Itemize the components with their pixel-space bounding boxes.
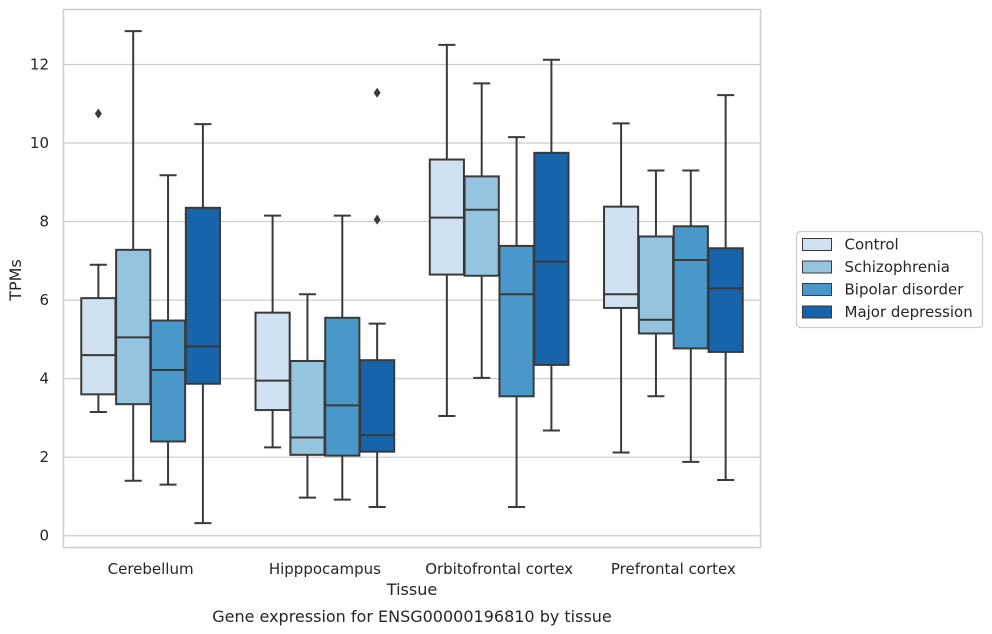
iqr-box bbox=[359, 359, 396, 453]
iqr-box bbox=[707, 247, 744, 353]
box-bipolar-disorder bbox=[498, 136, 535, 509]
box-control bbox=[603, 122, 640, 454]
outlier-point bbox=[373, 214, 381, 225]
box-schizophrenia bbox=[463, 82, 500, 379]
y-tick-label: 4 bbox=[39, 370, 49, 388]
x-tick-label: Hipppocampus bbox=[269, 560, 381, 578]
box-control bbox=[428, 43, 465, 417]
box-bipolar-disorder bbox=[672, 169, 709, 463]
iqr-box bbox=[672, 225, 709, 350]
legend-swatch bbox=[802, 260, 832, 274]
iqr-box bbox=[289, 359, 326, 456]
box-control bbox=[254, 214, 291, 449]
chart-caption: Gene expression for ENSG00000196810 by t… bbox=[212, 607, 612, 626]
box-schizophrenia bbox=[115, 30, 152, 482]
box-major-depression bbox=[533, 58, 570, 432]
y-tick-label: 12 bbox=[30, 55, 49, 73]
y-tick-label: 2 bbox=[39, 448, 49, 466]
box-schizophrenia bbox=[289, 293, 326, 499]
iqr-box bbox=[254, 311, 291, 412]
iqr-box bbox=[533, 151, 570, 366]
x-tick-label: Prefrontal cortex bbox=[611, 560, 736, 578]
iqr-box bbox=[637, 235, 675, 335]
iqr-box bbox=[463, 175, 500, 277]
x-axis-label: Tissue bbox=[386, 580, 437, 599]
box-major-depression bbox=[184, 123, 221, 525]
y-tick-label: 10 bbox=[30, 134, 49, 152]
iqr-box bbox=[184, 206, 221, 385]
y-axis-label: TPMs bbox=[6, 259, 25, 302]
legend-swatch bbox=[802, 238, 832, 251]
tick-labels: 0 2 4 6 8 10 12 Cerebellum Hipppocampus Orbitofro… bbox=[30, 55, 736, 578]
iqr-box bbox=[498, 244, 535, 398]
outlier-point bbox=[373, 87, 381, 98]
legend-swatch bbox=[802, 305, 832, 319]
x-tick-label: Orbitofrontal cortex bbox=[425, 560, 573, 578]
legend-label: Major depression bbox=[845, 303, 973, 321]
boxes bbox=[80, 30, 744, 525]
outlier-point bbox=[94, 108, 102, 119]
iqr-box bbox=[80, 297, 117, 396]
legend-frame bbox=[795, 230, 984, 329]
y-tick-label: 6 bbox=[39, 291, 49, 309]
box-major-depression bbox=[359, 87, 396, 509]
box-bipolar-disorder bbox=[149, 174, 187, 486]
box-bipolar-disorder bbox=[324, 214, 361, 501]
plot-area-frame bbox=[62, 8, 762, 549]
legend: Control Schizophrenia Bipolar disorder Majo… bbox=[795, 230, 984, 329]
x-tick-label: Cerebellum bbox=[108, 560, 194, 578]
legend-label: Control bbox=[845, 236, 899, 254]
box-control bbox=[80, 108, 117, 414]
legend-swatch bbox=[802, 283, 832, 296]
box-major-depression bbox=[707, 94, 744, 481]
iqr-box bbox=[149, 319, 187, 443]
y-tick-label: 0 bbox=[39, 527, 49, 545]
iqr-box bbox=[324, 316, 361, 457]
box-schizophrenia bbox=[637, 169, 675, 398]
legend-label: Bipolar disorder bbox=[845, 281, 965, 299]
iqr-box bbox=[603, 205, 640, 309]
legend-label: Schizophrenia bbox=[845, 258, 950, 276]
iqr-box bbox=[115, 248, 152, 406]
y-tick-label: 8 bbox=[39, 213, 49, 231]
